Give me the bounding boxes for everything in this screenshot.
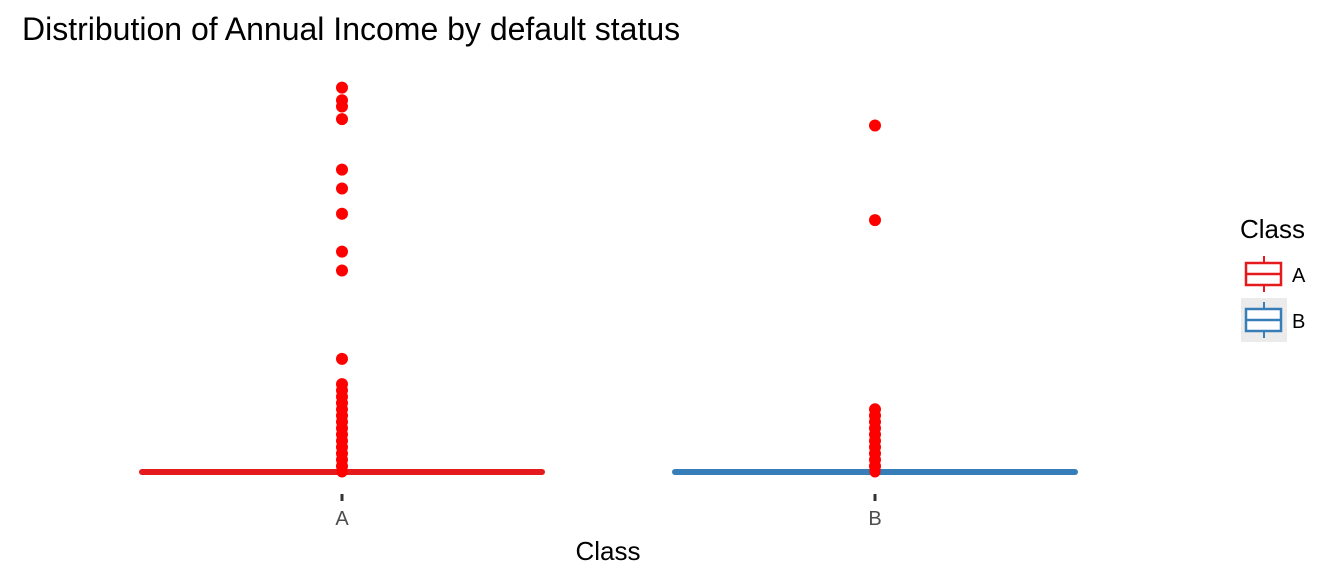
plot-area bbox=[139, 81, 1078, 478]
outlier-point-a bbox=[336, 113, 348, 126]
box-group-a bbox=[139, 81, 545, 478]
x-tick-label-b: B bbox=[868, 508, 881, 530]
outlier-point-a bbox=[336, 182, 348, 195]
legend-key-b bbox=[1241, 298, 1287, 342]
outlier-point-a bbox=[336, 245, 348, 258]
legend-title: Class bbox=[1240, 214, 1305, 244]
chart-title: Distribution of Annual Income by default… bbox=[22, 11, 680, 47]
outlier-point-a bbox=[336, 352, 348, 365]
outlier-point-b bbox=[869, 214, 881, 227]
outlier-point-b bbox=[869, 119, 881, 132]
legend-label-b: B bbox=[1292, 311, 1305, 333]
x-axis-title: Class bbox=[575, 536, 640, 566]
outlier-point-a bbox=[336, 207, 348, 220]
legend-label-a: A bbox=[1292, 265, 1306, 287]
outlier-point-a bbox=[336, 81, 348, 94]
outlier-point-a bbox=[336, 460, 348, 473]
legend-key-a bbox=[1241, 252, 1287, 296]
outlier-point-a bbox=[336, 100, 348, 113]
outlier-point-a bbox=[336, 264, 348, 277]
box-group-b bbox=[672, 119, 1078, 478]
legend: Class A B bbox=[1240, 214, 1306, 342]
outlier-point-a bbox=[336, 163, 348, 176]
x-tick-label-a: A bbox=[335, 508, 349, 530]
outlier-point-b bbox=[869, 460, 881, 473]
